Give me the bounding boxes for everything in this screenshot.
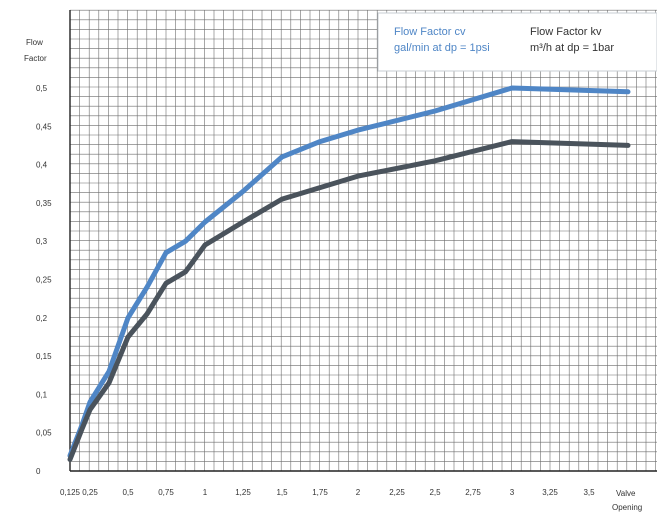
x-tick-label: 0,75 xyxy=(158,488,174,497)
series-line-cv xyxy=(67,85,631,459)
y-tick-label: 0,4 xyxy=(36,161,48,170)
x-tick-label: 1 xyxy=(203,488,208,497)
y-tick-labels: 0 0,05 0,1 0,15 0,2 0,25 0,3 0,35 0,4 0,45 0,5 xyxy=(36,84,52,476)
x-tick-label: 1,75 xyxy=(312,488,328,497)
legend-kv-unit: m³/h at dp = 1bar xyxy=(530,42,614,54)
grid xyxy=(69,9,657,472)
x-tick-label: 2 xyxy=(356,488,361,497)
x-tick-label: 0,5 xyxy=(122,488,134,497)
legend-cv-name: Flow Factor cv xyxy=(394,26,466,38)
y-tick-label: 0 xyxy=(36,467,41,476)
x-tick-labels: 0,125 0,25 0,5 0,75 1 1,25 1,5 1,75 2 2,25 2,5 2,75… xyxy=(60,488,595,497)
y-tick-label: 0,2 xyxy=(36,314,48,323)
x-tick-label: 1,5 xyxy=(276,488,288,497)
x-tick-label: 2,25 xyxy=(389,488,405,497)
legend-cv-unit: gal/min at dp = 1psi xyxy=(394,42,490,54)
x-tick-label: 0,25 xyxy=(82,488,98,497)
y-tick-label: 0,45 xyxy=(36,122,52,131)
legend-kv-name: Flow Factor kv xyxy=(530,26,602,38)
legend-box xyxy=(377,12,657,72)
x-axis-title-line1: Valve xyxy=(616,489,636,498)
x-axis-title-line2: Opening xyxy=(612,503,642,512)
x-tick-label: 1,25 xyxy=(235,488,251,497)
axes xyxy=(69,10,657,472)
y-tick-label: 0,05 xyxy=(36,429,52,438)
y-tick-label: 0,15 xyxy=(36,352,52,361)
y-tick-label: 0,3 xyxy=(36,237,48,246)
x-tick-label: 2,5 xyxy=(429,488,441,497)
y-tick-label: 0,5 xyxy=(36,84,48,93)
y-axis-title-line1: Flow xyxy=(26,38,43,47)
x-tick-label: 0,125 xyxy=(60,488,81,497)
y-axis-title-line2: Factor xyxy=(24,54,47,63)
x-tick-label: 2,75 xyxy=(465,488,481,497)
series-line-kv xyxy=(67,139,631,462)
x-tick-label: 3,25 xyxy=(542,488,558,497)
legend: Flow Factor cv gal/min at dp = 1psi Flow… xyxy=(377,12,657,72)
x-tick-label: 3 xyxy=(510,488,515,497)
x-tick-label: 3,5 xyxy=(583,488,595,497)
series-lines xyxy=(67,85,631,462)
y-tick-label: 0,25 xyxy=(36,276,52,285)
y-tick-label: 0,35 xyxy=(36,199,52,208)
y-tick-label: 0,1 xyxy=(36,390,48,399)
